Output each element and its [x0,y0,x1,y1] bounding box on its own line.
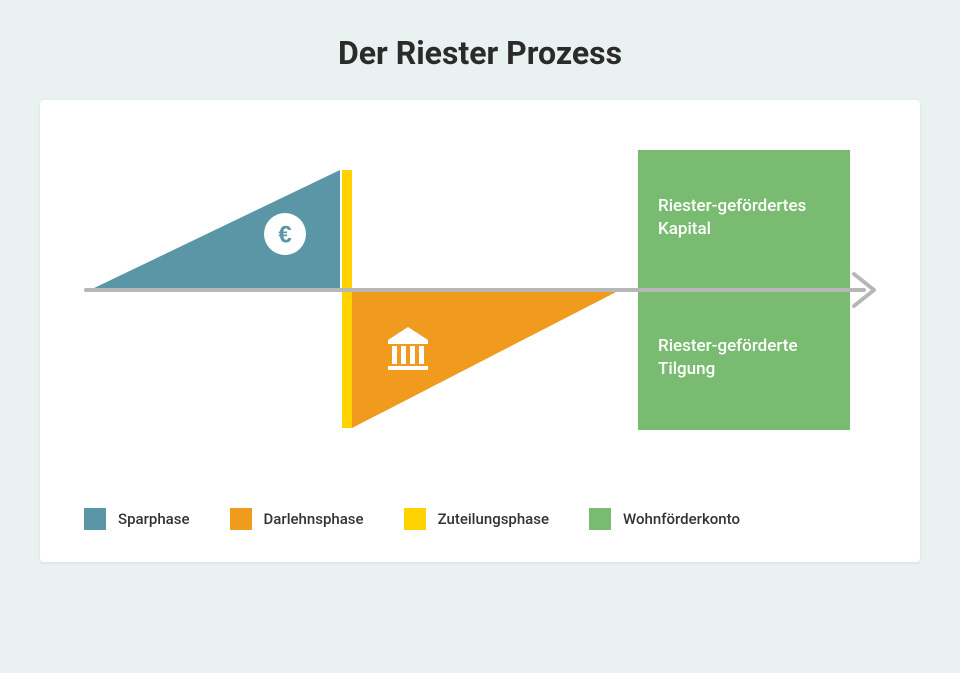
page-title: Der Riester Prozess [0,0,960,100]
diagram-card: € Riester-gefördertes Kapital Riester-ge… [40,100,920,562]
legend-item-sparphase: Sparphase [84,508,190,530]
riester-diagram: € Riester-gefördertes Kapital Riester-ge… [80,140,880,460]
wohnfoerderkonto-label-bottom: Riester-geförderte Tilgung [658,335,838,381]
euro-icon: € [264,213,306,255]
legend-label: Sparphase [118,510,190,528]
legend-label: Wohnförderkonto [623,510,740,528]
legend-swatch [589,508,611,530]
legend-swatch [404,508,426,530]
legend-label: Darlehnsphase [264,510,364,528]
legend-swatch [230,508,252,530]
svg-text:€: € [278,222,291,249]
legend-label: Zuteilungsphase [438,510,549,528]
legend: Sparphase Darlehnsphase Zuteilungsphase … [80,508,880,530]
legend-item-darlehnsphase: Darlehnsphase [230,508,364,530]
legend-swatch [84,508,106,530]
legend-item-wohnfoerderkonto: Wohnförderkonto [589,508,740,530]
legend-item-zuteilungsphase: Zuteilungsphase [404,508,549,530]
zuteilungsphase-bar-below [342,290,352,428]
wohnfoerderkonto-label-top: Riester-gefördertes Kapital [658,195,838,241]
zuteilungsphase-bar-above [342,170,352,290]
